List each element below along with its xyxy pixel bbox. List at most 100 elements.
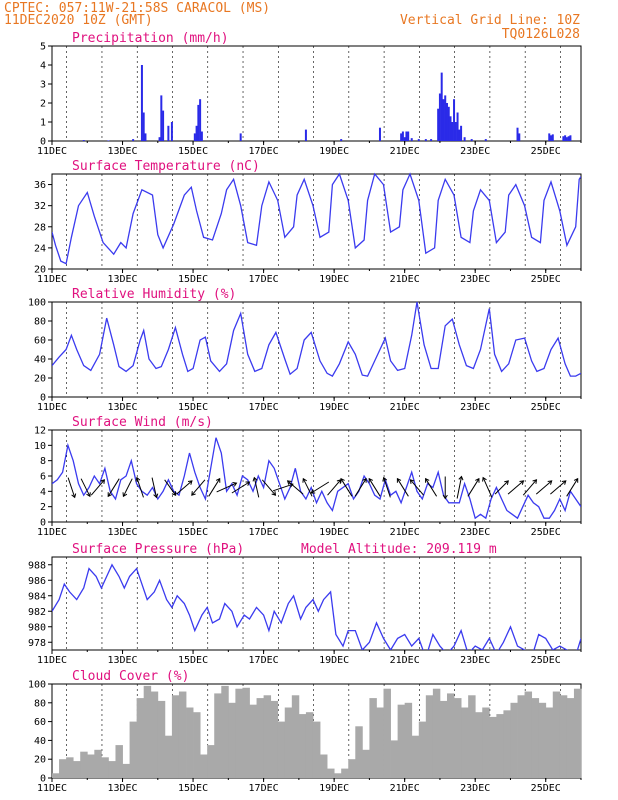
precip-bar	[453, 99, 456, 141]
pres-xtick-label: 23DEC	[460, 655, 490, 666]
pres-ytick-label: 986	[28, 576, 46, 587]
wind-ytick-label: 0	[40, 518, 46, 529]
cloud-bar	[249, 704, 257, 778]
panel-wind: Surface Wind (m/s) 0 2 4 6 8 10 12 11DEC 13DEC 15D…	[34, 415, 582, 538]
precip-xtick-label: 19DEC	[319, 146, 349, 157]
cloud-bar	[235, 688, 243, 778]
wind-arrow	[467, 478, 480, 497]
cloud-bar	[341, 768, 349, 778]
precip-bar	[447, 106, 450, 141]
wind-ytick-label: 4	[40, 487, 46, 498]
rh-xtick-label: 17DEC	[249, 402, 279, 413]
wind-arrow	[253, 477, 260, 498]
wind-arrow	[340, 478, 353, 497]
precip-bar	[405, 131, 408, 141]
pres-frame	[51, 556, 582, 651]
rh-ytick-label: 40	[34, 355, 46, 366]
temp-series-line	[52, 172, 581, 265]
cloud-bar	[566, 698, 575, 778]
precip-ytick-label: 3	[40, 80, 46, 91]
precip-ytick-label: 2	[40, 99, 46, 110]
cloud-bar	[552, 691, 561, 778]
grid-line-note: Vertical Grid Line: 10Z	[400, 13, 580, 28]
cloud-bar	[150, 691, 159, 778]
cloud-bar	[66, 757, 74, 778]
wind-ytick-label: 6	[40, 472, 46, 483]
wind-arrow	[261, 479, 276, 496]
wind-arrow-head	[232, 482, 238, 487]
cloud-bar	[298, 714, 307, 778]
cloud-bar	[129, 721, 138, 778]
precip-bar	[445, 103, 448, 141]
temp-xtick-label: 25DEC	[531, 274, 561, 285]
wind-arrow	[122, 478, 133, 497]
pres-xtick-label: 25DEC	[531, 655, 561, 666]
cloud-xtick-label: 23DEC	[460, 783, 490, 794]
wind-arrow	[566, 478, 579, 497]
cloud-bar	[418, 721, 427, 778]
cloud-bar	[496, 714, 504, 778]
precip-xtick-label: 13DEC	[107, 146, 137, 157]
cloud-bar	[461, 707, 469, 778]
precip-bar	[170, 122, 173, 141]
wind-arrow-head	[409, 479, 415, 484]
wind-arrow-head	[396, 477, 402, 483]
wind-xtick-label: 21DEC	[390, 527, 420, 538]
panel-precip: Precipitation (mm/h) 0 1 2 3 4 5 11DEC 13DEC 15DE…	[37, 31, 582, 157]
precip-xtick-label: 17DEC	[249, 146, 279, 157]
wind-arrow	[456, 476, 463, 499]
precip-bar	[199, 99, 202, 141]
wind-arrow-head	[362, 477, 367, 483]
wind-ytick-label: 10	[34, 441, 46, 452]
precip-bar	[460, 125, 463, 141]
rh-xtick-label: 23DEC	[460, 402, 490, 413]
precip-title: Precipitation (mm/h)	[72, 31, 229, 46]
precip-ytick-label: 0	[40, 137, 46, 148]
cloud-bar	[115, 745, 123, 778]
wind-arrow	[164, 479, 177, 496]
cloud-bar	[122, 763, 130, 778]
pres-xtick-label: 21DEC	[390, 655, 420, 666]
cloud-bar	[221, 685, 229, 778]
cloud-bar	[284, 707, 293, 778]
precip-bar	[430, 139, 433, 141]
precip-bar	[470, 139, 473, 141]
precip-xtick-label: 11DEC	[37, 146, 67, 157]
precip-bar	[442, 99, 445, 141]
precip-xtick-label: 15DEC	[178, 146, 208, 157]
wind-arrow-head	[547, 480, 553, 485]
cloud-bar	[475, 712, 483, 778]
precip-ytick-label: 1	[40, 118, 46, 129]
wind-arrow	[272, 483, 294, 492]
panel-rh: Relative Humidity (%) 0 20 40 60 80 100 11DEC 13…	[28, 287, 582, 413]
pres-xtick-label: 17DEC	[249, 655, 279, 666]
wind-arrow-head	[71, 493, 77, 499]
cloud-bar	[305, 712, 314, 778]
precip-bar	[142, 112, 145, 141]
precip-bar	[239, 133, 242, 141]
cloud-ytick-label: 20	[34, 755, 46, 766]
temp-xtick-label: 17DEC	[249, 274, 279, 285]
precip-bar	[160, 95, 163, 141]
cloud-bar	[214, 693, 222, 778]
wind-arrow-head	[135, 476, 141, 482]
wind-arrow-head	[340, 477, 345, 483]
wind-arrow-head	[286, 480, 292, 485]
wind-arrow-head	[100, 479, 105, 484]
wind-arrow	[507, 480, 524, 495]
rh-xtick-label: 11DEC	[37, 402, 67, 413]
wind-arrow-head	[122, 492, 128, 498]
wind-xtick-label: 25DEC	[531, 527, 561, 538]
rh-xtick-label: 21DEC	[390, 402, 420, 413]
pres-ytick-label: 988	[28, 560, 46, 571]
precip-bar	[458, 129, 461, 141]
wind-arrow-head	[215, 477, 221, 483]
precip-xtick-label: 21DEC	[390, 146, 420, 157]
precip-ytick-label: 4	[40, 61, 46, 72]
cloud-xtick-label: 13DEC	[107, 783, 137, 794]
wind-arrow-head	[153, 493, 159, 499]
precip-bar	[158, 137, 161, 141]
temp-ytick-label: 36	[34, 180, 46, 191]
precip-bar	[82, 140, 85, 141]
cloud-bar	[489, 716, 497, 778]
